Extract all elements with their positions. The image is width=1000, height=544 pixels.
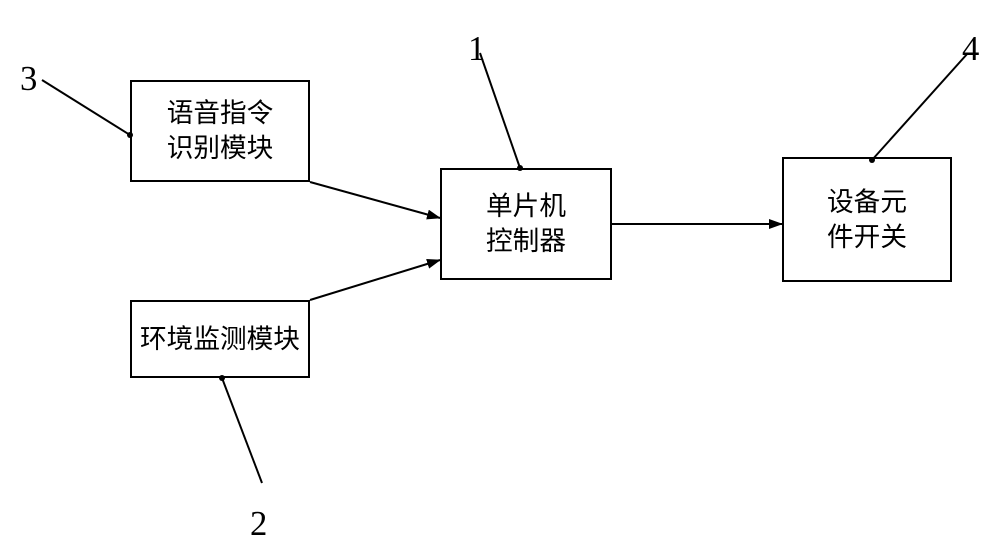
node-switch-label-line1: 设备元 — [827, 185, 907, 220]
edge-env-to-mcu — [310, 260, 440, 300]
node-voice-label-line2: 识别模块 — [167, 131, 274, 166]
edge-voice-to-mcu — [310, 182, 440, 218]
callout-leader-4 — [872, 53, 968, 160]
node-device-switch: 设备元 件开关 — [782, 157, 952, 282]
node-switch-label-line2: 件开关 — [827, 220, 907, 255]
node-env-label-line1: 环境监测模块 — [140, 322, 300, 357]
callout-label-1: 1 — [468, 30, 485, 69]
node-mcu-label-line2: 控制器 — [486, 224, 566, 259]
callout-label-2: 2 — [250, 505, 267, 544]
callout-leader-1 — [480, 53, 520, 168]
diagram-canvas: 语音指令 识别模块 环境监测模块 单片机 控制器 设备元 件开关 3 1 4 2 — [0, 0, 1000, 535]
callout-label-4: 4 — [962, 30, 979, 69]
callout-leader-3 — [42, 80, 130, 135]
node-voice-recognition: 语音指令 识别模块 — [130, 80, 310, 182]
callout-leader-2 — [222, 378, 262, 483]
node-environment-monitor: 环境监测模块 — [130, 300, 310, 378]
callout-label-3: 3 — [20, 60, 37, 99]
node-mcu-label-line1: 单片机 — [486, 189, 566, 224]
node-voice-label-line1: 语音指令 — [167, 96, 274, 131]
node-mcu-controller: 单片机 控制器 — [440, 168, 612, 280]
